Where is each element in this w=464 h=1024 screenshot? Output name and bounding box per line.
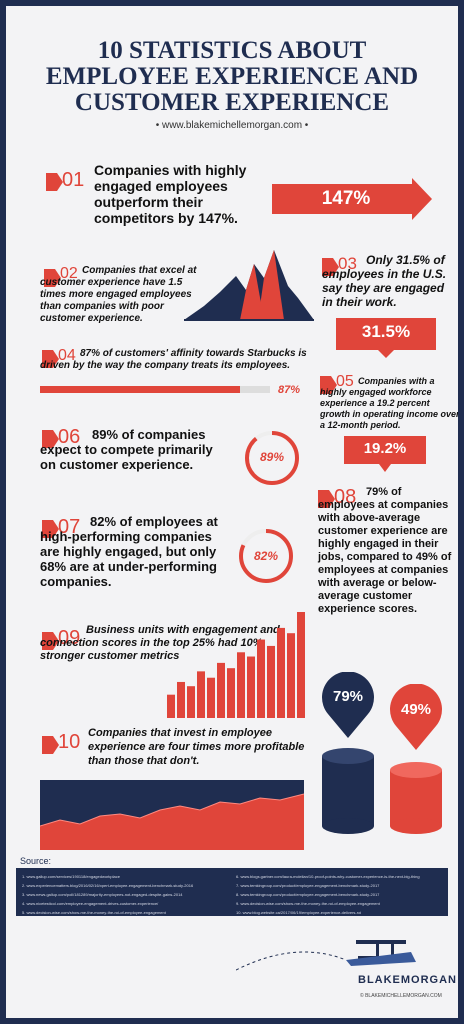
stat-03-number: 03: [338, 254, 357, 273]
source-link[interactable]: 1. www.gallup.com/services/190118/engage…: [22, 874, 120, 879]
title-line-1: 10 STATISTICS ABOUT: [97, 37, 367, 64]
stat-06-value: 89%: [259, 450, 285, 464]
stat-03-flag-icon: [322, 258, 339, 276]
stat-01-arrow: [272, 178, 432, 220]
stat-02-mountain-chart: [184, 250, 314, 321]
source-link[interactable]: 4. www.nicetesticol.com/employee-engagem…: [22, 901, 159, 906]
stat-04-number: 04: [58, 347, 76, 364]
chart09-bar: [277, 627, 285, 718]
stat-01-text: Companies with highly engaged employees …: [94, 162, 247, 226]
top-border: [6, 0, 458, 6]
stat-05-number: 05: [336, 373, 354, 390]
stat-05-badge: [344, 436, 426, 472]
source-link[interactable]: 8. www.temkingroup.com/product/employee-…: [236, 892, 380, 897]
stat-08-cylinder-b: [390, 762, 442, 834]
stat-01-number: 01: [62, 169, 85, 191]
chart09-bar: [177, 681, 185, 718]
stat-08-pin-b: [390, 684, 442, 750]
bottom-border: [6, 1018, 458, 1024]
stat-06-text: 89% of companies expect to compete prima…: [40, 427, 213, 472]
stat-09-bar-chart: [167, 612, 305, 718]
stat-04-value: 87%: [278, 384, 301, 396]
sources-panel: 1. www.gallup.com/services/190118/engage…: [16, 868, 448, 916]
source-link[interactable]: 6. www.blogs.gartner.com/laura-mcleilan/…: [236, 874, 420, 879]
stat-03-badge: [336, 318, 436, 358]
stat-08-text: 79% of employees at companies with above…: [318, 486, 452, 615]
stat-08-cylinder-a: [322, 748, 374, 834]
stat-04-progress-track: [40, 386, 270, 393]
title-line-3: CUSTOMER EXPERIENCE: [74, 89, 390, 116]
chart09-bar: [257, 639, 265, 718]
stat-08-number: 08: [334, 486, 357, 508]
plane-icon: [236, 940, 416, 971]
stat-04-flag-icon: [42, 350, 59, 368]
stat-02-number: 02: [60, 265, 78, 282]
source-link[interactable]: 7. www.temkingroup.com/product/employee-…: [236, 883, 380, 888]
chart09-bar: [237, 652, 245, 718]
stat-06-ring: [245, 431, 299, 485]
chart09-bar: [217, 662, 225, 718]
chart09-bar: [227, 668, 235, 718]
chart09-bar: [287, 633, 295, 718]
stat-04-text: 87% of customers' affinity towards Starb…: [40, 348, 307, 371]
source-link[interactable]: 3. www.news.gallup.com/poll/181289/major…: [22, 892, 183, 897]
source-link[interactable]: 5. www.decision-wise.com/show-me-the-mon…: [22, 910, 166, 915]
stat-08-value-b: 49%: [400, 701, 432, 718]
stat-07-number: 07: [58, 516, 81, 538]
copyright: © BLAKEMICHELLEMORGAN.COM: [360, 993, 442, 999]
stat-06-number: 06: [58, 426, 81, 448]
page-title: 10 STATISTICS ABOUT EMPLOYEE EXPERIENCE …: [6, 38, 458, 116]
stat-07-ring: [239, 529, 293, 583]
chart09-bar: [197, 671, 205, 718]
chart09-bar: [297, 612, 305, 718]
sources-left-column: 1. www.gallup.com/services/190118/engage…: [22, 872, 232, 917]
brand-logo: BLAKEMORGAN: [358, 974, 457, 986]
chart09-bar: [247, 656, 255, 718]
stat-02-flag-icon: [44, 269, 61, 287]
stat-04-progress-fill: [40, 386, 241, 393]
sources-right-column: 6. www.blogs.gartner.com/laura-mcleilan/…: [236, 872, 446, 917]
chart09-bar: [167, 694, 175, 718]
sources-label: Source:: [20, 856, 52, 866]
stat-07-text: 82% of employees at high-performing comp…: [40, 514, 218, 589]
stat-05-text: Companies with a highly engaged workforc…: [320, 376, 460, 430]
stat-03-text: Only 31.5% of employees in the U.S. say …: [322, 253, 447, 309]
stat-01-flag-icon: [46, 173, 63, 191]
chart09-bar: [207, 677, 215, 718]
stat-06-flag-icon: [42, 430, 59, 448]
stat-07-value: 82%: [253, 549, 279, 563]
stat-02-text: Companies that excel at customer experie…: [40, 265, 197, 324]
stat-10-area-chart: [40, 780, 304, 850]
chart09-bar: [187, 686, 195, 718]
stat-08-pin-a: [322, 672, 374, 738]
stat-10-number: 10: [58, 731, 81, 753]
stat-10-flag-icon: [42, 736, 59, 754]
source-link[interactable]: 9. www.decision-wise.com/show-me-the-mon…: [236, 901, 380, 906]
stat-05-value: 19.2%: [363, 440, 407, 457]
stat-08-flag-icon: [318, 490, 335, 508]
source-link[interactable]: 10. www.blog.website.ca/2017/06/19/emplo…: [236, 910, 362, 915]
title-line-2: EMPLOYEE EXPERIENCE AND: [45, 63, 419, 90]
stat-09-number: 09: [58, 627, 81, 649]
stat-09-text: Business units with engagement and conne…: [40, 624, 280, 662]
stat-03-value: 31.5%: [361, 322, 411, 341]
stat-07-flag-icon: [42, 520, 59, 538]
source-link[interactable]: 2. www.experiencematters.blog/2016/02/16…: [22, 883, 194, 888]
stat-05-flag-icon: [320, 376, 337, 394]
stat-01-value: 147%: [321, 188, 371, 209]
stat-10-text: Companies that invest in employee experi…: [88, 727, 305, 767]
stat-09-flag-icon: [42, 632, 59, 650]
chart09-bar: [267, 645, 275, 718]
stat-08-value-a: 79%: [332, 688, 364, 705]
website-url: • www.blakemichellemorgan.com •: [155, 120, 309, 131]
